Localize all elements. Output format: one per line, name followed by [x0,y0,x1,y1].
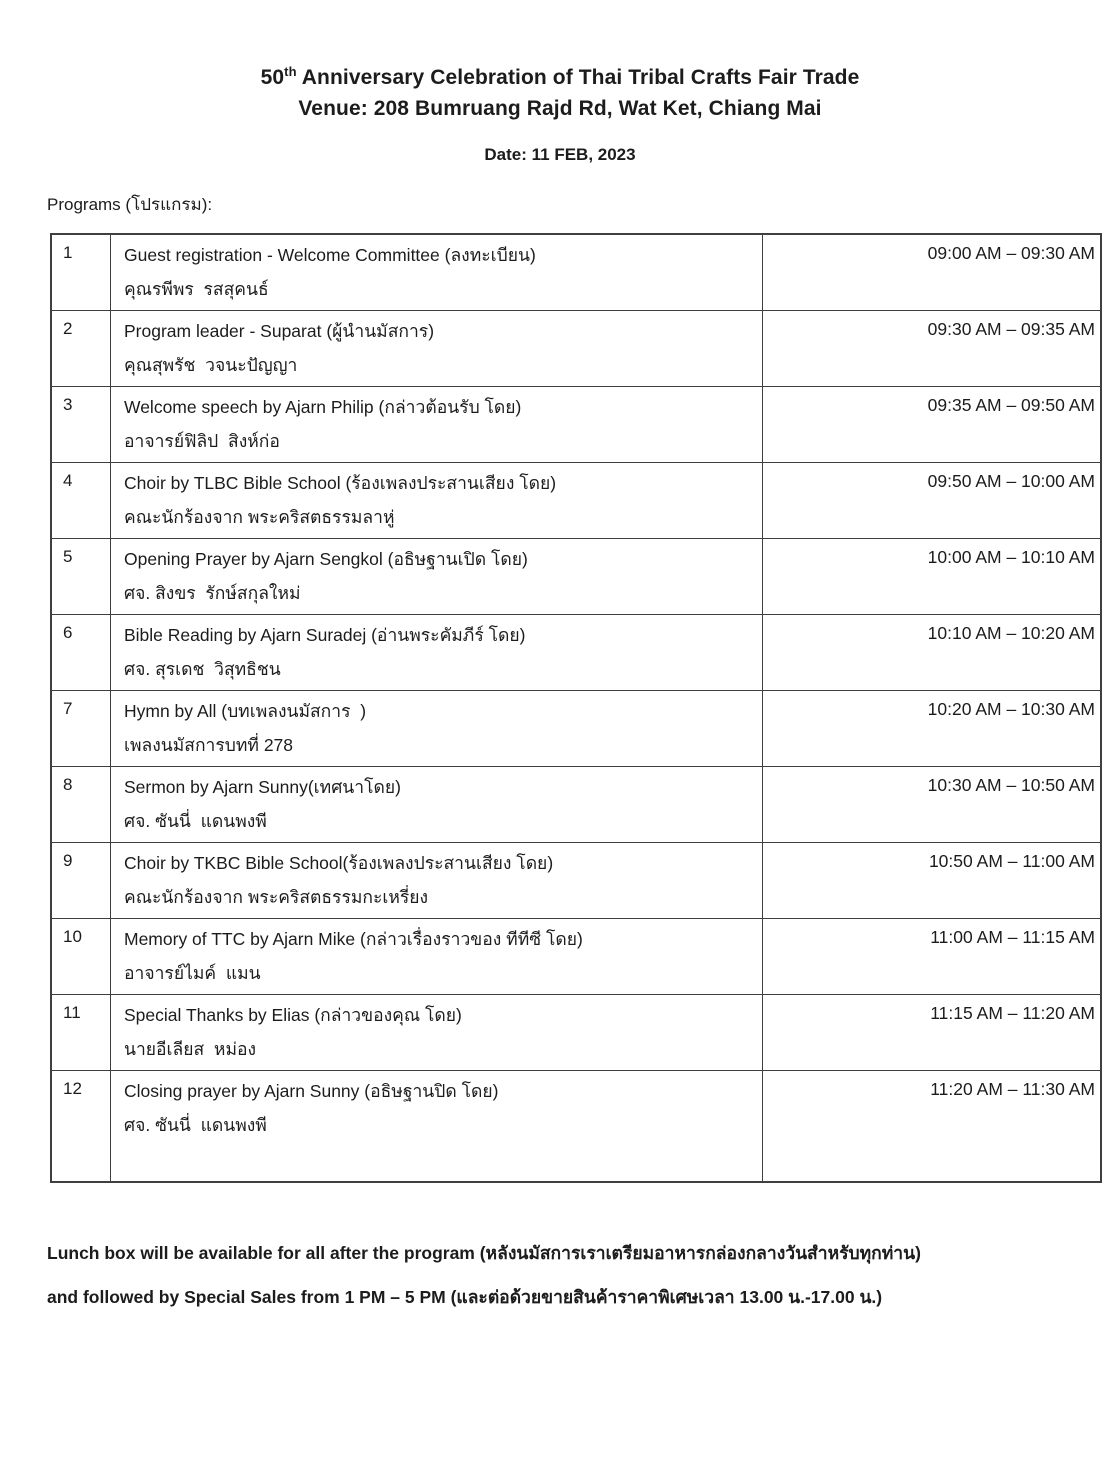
program-item-title: Sermon by Ajarn Sunny(เทศนาโดย) [124,777,401,797]
row-description: Sermon by Ajarn Sunny(เทศนาโดย) ศจ. ซันน… [110,766,763,843]
program-item-person: นายอีเลียส หม่อง [124,1039,257,1059]
title-text: Anniversary Celebration of Thai Tribal C… [296,66,860,89]
footer-line-2: and followed by Special Sales from 1 PM … [47,1287,883,1307]
row-number: 11 [50,994,111,1071]
row-description: Welcome speech by Ajarn Philip (กล่าวต้อ… [110,386,763,463]
row-description: Guest registration - Welcome Committee (… [110,233,763,311]
row-description: Program leader - Suparat (ผู้นำนมัสการ) … [110,310,763,387]
row-number: 6 [50,614,111,691]
program-item-person: ศจ. ซันนี่ แดนพงพี [124,1115,267,1135]
row-time: 11:20 AM – 11:30 AM [762,1070,1102,1183]
row-description: Bible Reading by Ajarn Suradej (อ่านพระค… [110,614,763,691]
row-number: 4 [50,462,111,539]
table-row: 7 Hymn by All (บทเพลงนมัสการ ) เพลงนมัสก… [50,690,1102,767]
table-row: 1 Guest registration - Welcome Committee… [50,233,1102,311]
footer-line-1: Lunch box will be available for all afte… [47,1243,921,1263]
program-item-title: Opening Prayer by Ajarn Sengkol (อธิษฐาน… [124,549,528,569]
program-item-person: ศจ. สิงขร รักษ์สกุลใหม่ [124,583,301,603]
date-line: Date: 11 FEB, 2023 [484,145,636,164]
row-description: Closing prayer by Ajarn Sunny (อธิษฐานปิ… [110,1070,763,1183]
row-number: 2 [50,310,111,387]
program-document: 50th Anniversary Celebration of Thai Tri… [0,0,1120,1319]
row-time: 10:10 AM – 10:20 AM [762,614,1102,691]
program-item-title: Special Thanks by Elias (กล่าวของคุณ โดย… [124,1005,462,1025]
row-description: Memory of TTC by Ajarn Mike (กล่าวเรื่อง… [110,918,763,995]
table-row: 12 Closing prayer by Ajarn Sunny (อธิษฐา… [50,1070,1102,1183]
program-item-person: คณะนักร้องจาก พระคริสตธรรมกะเหรี่ยง [124,887,429,907]
program-item-person: คุณสุพรัช วจนะปัญญา [124,355,298,375]
row-description: Opening Prayer by Ajarn Sengkol (อธิษฐาน… [110,538,763,615]
program-item-title: Guest registration - Welcome Committee (… [124,245,536,265]
row-time: 09:50 AM – 10:00 AM [762,462,1102,539]
table-row: 9 Choir by TKBC Bible School(ร้องเพลงประ… [50,842,1102,919]
document-header: 50th Anniversary Celebration of Thai Tri… [0,0,1120,165]
table-row: 4 Choir by TLBC Bible School (ร้องเพลงปร… [50,462,1102,539]
table-row: 10 Memory of TTC by Ajarn Mike (กล่าวเรื… [50,918,1102,995]
row-number: 8 [50,766,111,843]
program-item-title: Bible Reading by Ajarn Suradej (อ่านพระค… [124,625,526,645]
title-number: 50 [260,66,285,89]
program-item-title: Hymn by All (บทเพลงนมัสการ ) [124,701,367,721]
page-title: 50th Anniversary Celebration of Thai Tri… [0,56,1120,93]
program-item-title: Choir by TLBC Bible School (ร้องเพลงประส… [124,473,557,493]
table-row: 2 Program leader - Suparat (ผู้นำนมัสการ… [50,310,1102,387]
row-time: 10:30 AM – 10:50 AM [762,766,1102,843]
row-number: 10 [50,918,111,995]
program-schedule-table: 1 Guest registration - Welcome Committee… [50,233,1102,1183]
program-item-person: คุณรพีพร รสสุคนธ์ [124,279,269,299]
table-row: 5 Opening Prayer by Ajarn Sengkol (อธิษฐ… [50,538,1102,615]
document-footer: Lunch box will be available for all afte… [47,1231,1080,1319]
program-item-person: อาจารย์ไมค์ แมน [124,963,261,983]
programs-label: Programs (โปรแกรม): [47,195,213,214]
row-time: 09:35 AM – 09:50 AM [762,386,1102,463]
row-description: Choir by TLBC Bible School (ร้องเพลงประส… [110,462,763,539]
row-description: Hymn by All (บทเพลงนมัสการ ) เพลงนมัสการ… [110,690,763,767]
program-item-title: Memory of TTC by Ajarn Mike (กล่าวเรื่อง… [124,929,583,949]
row-time: 09:30 AM – 09:35 AM [762,310,1102,387]
row-number: 12 [50,1070,111,1183]
row-time: 11:00 AM – 11:15 AM [762,918,1102,995]
table-row: 8 Sermon by Ajarn Sunny(เทศนาโดย) ศจ. ซั… [50,766,1102,843]
venue-line: Venue: 208 Bumruang Rajd Rd, Wat Ket, Ch… [298,97,822,120]
table-row: 11 Special Thanks by Elias (กล่าวของคุณ … [50,994,1102,1071]
row-number: 1 [50,233,111,311]
title-ordinal-suffix: th [284,64,297,79]
program-item-person: คณะนักร้องจาก พระคริสตธรรมลาหู่ [124,507,395,527]
program-item-person: อาจารย์ฟิลิป สิงห์ก่อ [124,431,280,451]
program-item-person: ศจ. ซันนี่ แดนพงพี [124,811,267,831]
row-description: Special Thanks by Elias (กล่าวของคุณ โดย… [110,994,763,1071]
table-row: 6 Bible Reading by Ajarn Suradej (อ่านพร… [50,614,1102,691]
row-time: 11:15 AM – 11:20 AM [762,994,1102,1071]
table-row: 3 Welcome speech by Ajarn Philip (กล่าวต… [50,386,1102,463]
program-item-title: Program leader - Suparat (ผู้นำนมัสการ) [124,321,435,341]
program-item-title: Welcome speech by Ajarn Philip (กล่าวต้อ… [124,397,522,417]
row-number: 9 [50,842,111,919]
row-number: 7 [50,690,111,767]
row-number: 5 [50,538,111,615]
row-description: Choir by TKBC Bible School(ร้องเพลงประสา… [110,842,763,919]
program-item-title: Choir by TKBC Bible School(ร้องเพลงประสา… [124,853,554,873]
row-time: 10:00 AM – 10:10 AM [762,538,1102,615]
program-item-person: เพลงนมัสการบทที่ 278 [124,735,294,755]
row-number: 3 [50,386,111,463]
row-time: 10:50 AM – 11:00 AM [762,842,1102,919]
row-time: 10:20 AM – 10:30 AM [762,690,1102,767]
row-time: 09:00 AM – 09:30 AM [762,233,1102,311]
program-item-person: ศจ. สุรเดช วิสุทธิชน [124,659,281,679]
program-item-title: Closing prayer by Ajarn Sunny (อธิษฐานปิ… [124,1081,499,1101]
